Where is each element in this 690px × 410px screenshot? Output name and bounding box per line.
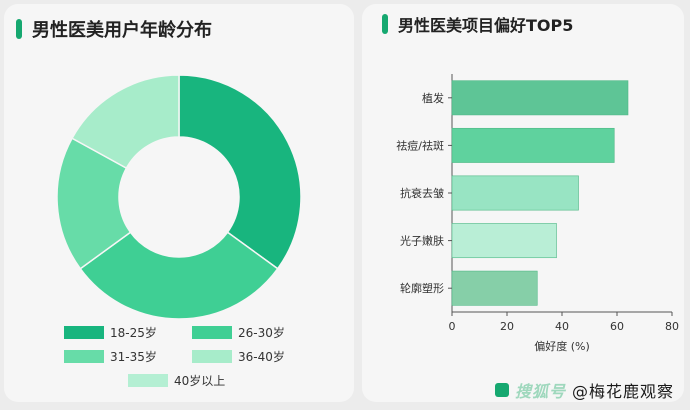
title-accent-bar — [16, 19, 22, 39]
bar-1 — [451, 127, 615, 163]
legend-swatch — [128, 374, 168, 387]
legend-swatch — [192, 326, 232, 339]
legend-item: 36-40岁 — [192, 348, 285, 365]
x-tick-label: 20 — [500, 320, 514, 333]
x-axis-label: 偏好度 (%) — [534, 339, 590, 353]
title-accent-bar — [382, 14, 388, 34]
legend-label: 36-40岁 — [238, 350, 285, 364]
y-tick-label: 祛痘/祛斑 — [396, 138, 444, 152]
watermark: 搜狐号 @梅花鹿观察 — [494, 378, 674, 402]
legend-label: 26-30岁 — [238, 326, 285, 340]
age-distribution-panel: 男性医美用户年龄分布 18-25岁 26-30岁 31-35岁 36-40岁 40岁以上 — [4, 4, 354, 402]
bar-4 — [451, 270, 538, 306]
x-tick-label: 40 — [555, 320, 569, 333]
age-donut-chart — [56, 74, 302, 320]
project-chart-title-text: 男性医美项目偏好TOP5 — [398, 16, 574, 35]
legend-swatch — [64, 326, 104, 339]
y-tick-label: 抗衰去皱 — [400, 186, 444, 200]
age-chart-title: 男性医美用户年龄分布 — [16, 16, 212, 42]
bar-3 — [451, 223, 557, 259]
x-tick-label: 0 — [449, 320, 456, 333]
legend-item: 31-35岁 — [64, 348, 157, 365]
y-tick-label: 轮廓塑形 — [400, 281, 444, 295]
x-tick-label: 80 — [665, 320, 679, 333]
legend-swatch — [64, 350, 104, 363]
donut-slice-0 — [178, 74, 302, 270]
legend-swatch — [192, 350, 232, 363]
y-tick-label: 光子嫩肤 — [400, 234, 444, 248]
watermark-brand: 搜狐号 — [514, 382, 566, 401]
project-preference-panel: 男性医美项目偏好TOP5 植发祛痘/祛斑抗衰去皱光子嫩肤轮廓塑形 0 20 40 60 8… — [362, 4, 684, 402]
legend-label: 40岁以上 — [174, 374, 226, 388]
bar-2 — [451, 175, 579, 211]
x-tick-label: 60 — [610, 320, 624, 333]
age-chart-title-text: 男性医美用户年龄分布 — [32, 20, 212, 41]
legend-item: 18-25岁 — [64, 324, 157, 341]
project-chart-title: 男性医美项目偏好TOP5 — [382, 12, 573, 36]
y-tick-label: 植发 — [422, 91, 444, 105]
bar-0 — [451, 80, 629, 116]
donut-slice-3 — [71, 74, 180, 170]
donut-slice-1 — [79, 231, 279, 320]
sohu-logo-icon — [494, 383, 509, 397]
legend-label: 31-35岁 — [110, 350, 157, 364]
legend-item: 40岁以上 — [128, 372, 225, 389]
legend-item: 26-30岁 — [192, 324, 285, 341]
watermark-handle: @梅花鹿观察 — [571, 382, 674, 401]
legend-label: 18-25岁 — [110, 326, 157, 340]
